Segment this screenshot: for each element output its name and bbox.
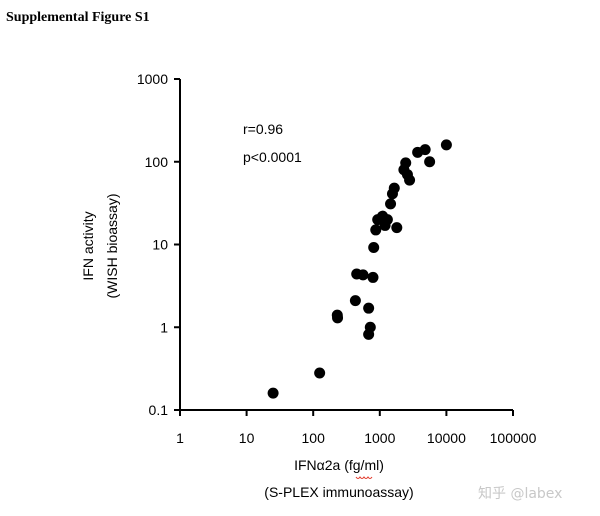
- data-point: [332, 312, 344, 324]
- x-tick-label: 100: [302, 430, 326, 446]
- x-tick-label: 10: [239, 430, 255, 446]
- spellcheck-underline: [355, 476, 373, 479]
- x-axis-sublabel: (S-PLEX immunoassay): [264, 484, 413, 500]
- data-point: [267, 387, 279, 399]
- y-tick-label: 100: [145, 154, 169, 170]
- annotation-p-value: p<0.0001: [243, 149, 302, 165]
- data-point: [314, 367, 326, 379]
- data-point: [419, 144, 431, 156]
- data-point: [385, 198, 397, 210]
- figure-title: Supplemental Figure S1: [6, 10, 150, 25]
- data-point: [404, 174, 416, 186]
- watermark: 知乎 @labex: [478, 486, 563, 502]
- data-point: [381, 214, 393, 226]
- ticks: 1 10 100 1000 10000 100000 0.1 1 10 100 1000: [137, 71, 537, 446]
- x-axis-label: IFNα2a (fg/ml): [294, 457, 384, 473]
- data-point: [400, 157, 412, 169]
- data-point: [367, 271, 379, 283]
- data-point: [349, 295, 361, 307]
- y-axis-label: IFN activity: [80, 211, 96, 280]
- x-tick-label: 100000: [490, 430, 537, 446]
- data-point: [440, 139, 452, 151]
- data-point: [363, 302, 375, 314]
- y-axis-sublabel: (WISH bioassay): [104, 193, 120, 298]
- data-point: [424, 156, 436, 168]
- data-points: [267, 139, 452, 399]
- data-point: [364, 321, 376, 333]
- data-point: [368, 241, 380, 253]
- x-tick-label: 10000: [427, 430, 466, 446]
- y-tick-label: 0.1: [149, 402, 169, 418]
- data-point: [357, 269, 369, 281]
- y-tick-label: 1: [160, 319, 168, 335]
- y-tick-label: 1000: [137, 71, 168, 87]
- y-tick-label: 10: [152, 237, 168, 253]
- x-tick-label: 1000: [364, 430, 395, 446]
- data-point: [370, 224, 382, 236]
- annotation-r-value: r=0.96: [243, 121, 283, 137]
- axes: [179, 79, 513, 411]
- data-point: [391, 222, 403, 234]
- data-point: [388, 182, 400, 194]
- x-tick-label: 1: [176, 430, 184, 446]
